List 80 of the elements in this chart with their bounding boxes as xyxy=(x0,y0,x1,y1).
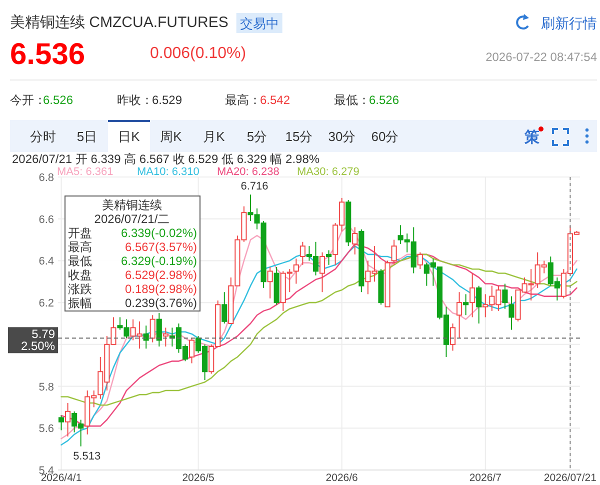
annotation: 开盘 xyxy=(68,226,92,240)
text: MA20: 6.238 xyxy=(217,166,280,178)
candlestick xyxy=(58,415,64,431)
y-tick-label: 6.4 xyxy=(38,256,54,268)
text: 6.526 xyxy=(43,93,74,107)
annotation: 最低 xyxy=(68,254,92,268)
candlestick xyxy=(352,226,358,255)
annotation: 最高 xyxy=(68,240,92,254)
candlestick xyxy=(188,338,195,364)
candlestick xyxy=(156,312,162,348)
y-tick-label: 6.8 xyxy=(38,172,54,184)
candlestick xyxy=(450,323,456,352)
text: 分时 xyxy=(30,129,56,144)
text: 5分 xyxy=(246,129,268,144)
x-tick-label: 2026/7 xyxy=(469,472,502,484)
candlestick xyxy=(162,327,168,348)
text: MA30: 6.279 xyxy=(297,166,360,178)
y-tick-label: 5.8 xyxy=(38,381,54,394)
text: 昨收： xyxy=(117,93,153,107)
candlestick xyxy=(476,285,482,324)
y-tick-label: 6.2 xyxy=(38,298,54,310)
text: 6.526 xyxy=(369,93,400,107)
text: 6.536 xyxy=(10,38,86,71)
text: 最高： xyxy=(225,93,261,107)
candlestick xyxy=(65,402,71,438)
y-tick-label: 6.6 xyxy=(38,214,54,226)
candlestick xyxy=(222,292,228,324)
annotation: 涨跌 xyxy=(68,282,92,296)
x-tick-label: 2026/5 xyxy=(182,472,214,484)
annotation: 0.239(3.76%) xyxy=(124,296,198,310)
annotation: 5.513 xyxy=(73,450,101,462)
text: 30分 xyxy=(328,129,356,144)
candlestick xyxy=(417,252,423,270)
annotation: 6.529(2.98%) xyxy=(124,268,198,282)
annotation: 振幅 xyxy=(68,296,92,310)
annotation: 0.189(2.98%) xyxy=(124,282,198,296)
text: MA10: 6.310 xyxy=(137,166,200,178)
text: 日K xyxy=(118,129,140,144)
candlestick xyxy=(300,241,306,266)
text: 0.006(0.10%) xyxy=(150,45,246,62)
annotation: 美精铜连续 xyxy=(102,198,162,212)
text: 交易中 xyxy=(240,16,279,31)
candlestick xyxy=(456,292,462,339)
text: 2026/07/21 开 6.339 高 6.567 收 6.529 低 6.329 幅 2.98% xyxy=(12,152,320,166)
annotation: 6.339(-0.02%) xyxy=(120,226,197,240)
annotation: 6.567(3.57%) xyxy=(124,240,198,254)
candlestick xyxy=(391,239,397,266)
text: 15分 xyxy=(285,129,313,144)
text: 60分 xyxy=(371,129,399,144)
text: MA5: 6.361 xyxy=(57,166,114,178)
x-tick-label: 2026/07/21 xyxy=(544,472,597,484)
text: 2026-07-22 08:47:54 xyxy=(486,50,598,64)
candlestick xyxy=(150,314,156,343)
candlestick xyxy=(502,283,508,310)
x-tick-label: 2026/6 xyxy=(326,472,358,484)
annotation: 6.716 xyxy=(240,180,268,193)
candlestick xyxy=(319,252,326,293)
text: 2.50% xyxy=(20,339,56,354)
candlestick xyxy=(326,250,332,266)
text: 美精铜连续 CMZCUA.FUTURES xyxy=(10,14,228,31)
text: 月K xyxy=(203,129,226,144)
text: 5.79 xyxy=(32,327,56,342)
candlestick xyxy=(267,266,273,299)
candlestick xyxy=(293,258,299,284)
text: 6.529 xyxy=(152,93,182,107)
text: 策 xyxy=(524,129,540,146)
annotation: 2026/07/21/二 xyxy=(94,212,170,226)
text: 5日 xyxy=(76,129,98,144)
text: 最低： xyxy=(334,93,370,107)
text: 刷新行情 xyxy=(541,15,597,31)
annotation: 6.329(-0.19%) xyxy=(120,254,197,268)
candlestick xyxy=(463,294,469,316)
y-tick-label: 5.6 xyxy=(38,423,54,436)
annotation: 收盘 xyxy=(68,268,92,282)
text: 周K xyxy=(160,129,182,144)
line-series xyxy=(60,254,578,406)
candlestick xyxy=(143,325,149,350)
candlestick xyxy=(508,296,514,330)
candlestick xyxy=(470,272,476,318)
text: 6.542 xyxy=(260,93,290,107)
